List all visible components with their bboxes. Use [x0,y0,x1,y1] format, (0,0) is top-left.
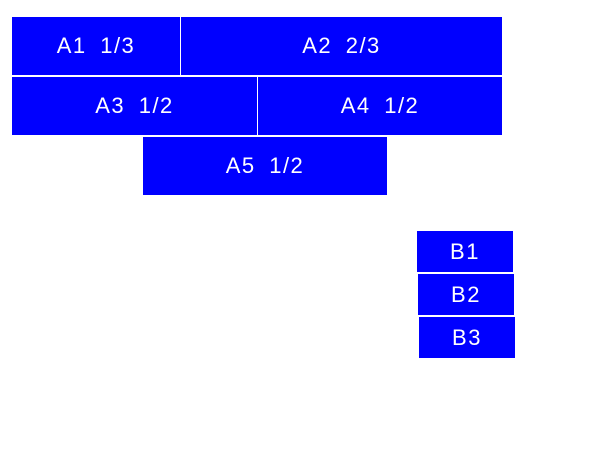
box-label: A5 1/2 [225,153,305,178]
box-a4: A4 1/2 [258,77,502,135]
box-a2: A2 2/3 [181,17,502,75]
box-label: A1 1/3 [56,33,136,58]
box-label: B3 [452,324,482,350]
box-label: A2 2/3 [302,33,381,58]
box-a1: A1 1/3 [12,17,180,75]
box-b2: B2 [418,274,514,315]
box-label: A4 1/2 [340,93,420,118]
box-label: A3 1/2 [95,93,174,118]
box-label: B1 [450,238,480,264]
box-b3: B3 [419,317,515,358]
box-a5: A5 1/2 [143,137,387,195]
box-a3: A3 1/2 [12,77,257,135]
box-label: B2 [451,281,481,307]
box-b1: B1 [417,231,513,272]
